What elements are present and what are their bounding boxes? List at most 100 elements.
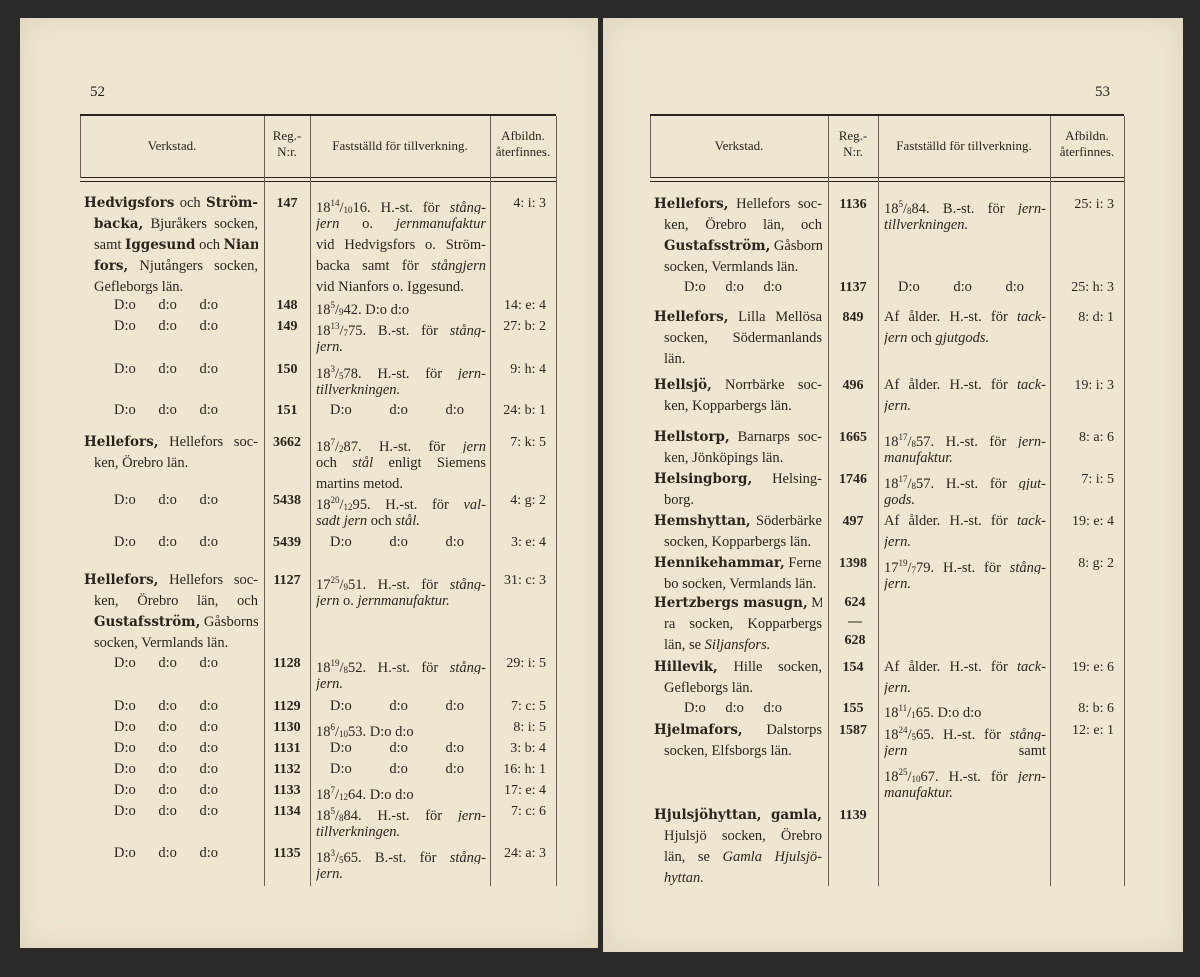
text-segment: 17 bbox=[898, 474, 908, 484]
header-label: Afbildn. bbox=[1065, 128, 1109, 143]
verkstad-cell: Hellefors, Hellefors soc-ken, Örebro län… bbox=[84, 432, 258, 474]
text-line: ra socken, Kopparbergs bbox=[654, 614, 822, 635]
text-segment: 5 bbox=[339, 371, 344, 380]
text-segment: 84. H.-st. för bbox=[343, 808, 458, 822]
text-line: Af ålder. H.-st. för tack- bbox=[884, 375, 1046, 396]
reg-number: 1139 bbox=[839, 808, 867, 823]
text-segment: socken, Elfsborgs län. bbox=[664, 743, 792, 759]
reg-number: 1130 bbox=[273, 720, 301, 735]
text-segment: / bbox=[907, 727, 912, 741]
reg-number: 1135 bbox=[273, 846, 301, 861]
reg-number: 5439 bbox=[273, 535, 301, 550]
text-segment: o. bbox=[339, 216, 396, 232]
verkstad-cell: Hjelmafors, Dalstorps socken, Elfsborgs l… bbox=[654, 720, 822, 762]
text-line: Gustafsström, Gåsborns bbox=[84, 612, 258, 633]
fastställd-cell: Af ålder. H.-st. för tack-jern. bbox=[884, 375, 1046, 417]
verkstad-cell: Hellefors, Lilla Mellösa socken, Söderman… bbox=[654, 307, 822, 370]
text-segment: / bbox=[335, 724, 340, 738]
text-line: Hjulsjö socken, Örebro bbox=[654, 826, 822, 847]
verkstad-cell: Hellefors, Hellefors soc-ken, Örebro län… bbox=[654, 194, 822, 278]
text-line: jern o. jernmanufaktur. bbox=[316, 591, 486, 612]
fastställd-cell: D:o d:o d:o bbox=[316, 532, 486, 553]
text-line: D:o d:o d:o bbox=[84, 759, 258, 780]
verkstad-cell: D:o d:o d:o bbox=[84, 490, 258, 511]
text-line: D:o d:o d:o bbox=[316, 696, 486, 717]
text-line: Hellefors, Hellefors soc- bbox=[84, 570, 258, 591]
fastställd-cell: Af ålder. H.-st. för tack-jern. bbox=[884, 511, 1046, 553]
text-line: D:o d:o d:o bbox=[84, 359, 258, 380]
text-segment: Gustafsström, bbox=[94, 614, 201, 630]
text-line: D:o d:o d:o bbox=[84, 717, 258, 738]
text-segment: Barnarps soc- bbox=[729, 429, 822, 445]
text-segment: jernmanufaktur. bbox=[357, 593, 450, 609]
header-rule bbox=[650, 177, 1124, 178]
text-segment: D:o d:o d:o bbox=[114, 761, 218, 777]
text-segment: Af ålder. H.-st. för bbox=[884, 659, 1018, 675]
text-segment: 18 bbox=[316, 787, 331, 801]
text-line: 183/578. H.-st. för jern- bbox=[316, 359, 486, 380]
text-segment: 2 bbox=[339, 444, 344, 453]
text-segment: Hellefors soc- bbox=[158, 572, 258, 588]
text-segment: o. bbox=[339, 593, 358, 609]
text-segment: jern bbox=[884, 743, 908, 759]
text-segment: / bbox=[907, 769, 912, 783]
text-segment: Hjulsjöhyttan, gamla, bbox=[654, 807, 822, 823]
afbildning-ref: 24: a: 3 bbox=[504, 846, 546, 861]
text-line: 1719/779. H.-st. för stång- bbox=[884, 553, 1046, 574]
text-segment: 18 bbox=[884, 769, 899, 783]
text-segment: län, se bbox=[664, 849, 723, 865]
text-segment: D:o d:o d:o bbox=[330, 740, 464, 756]
text-segment: 17 bbox=[898, 432, 908, 442]
text-line: sadt jern och stål. bbox=[316, 511, 486, 532]
text-line: Hellstorp, Barnarps soc- bbox=[654, 427, 822, 448]
text-segment: Gustafsström, bbox=[664, 238, 771, 254]
text-line: Hellsjö, Norrbärke soc- bbox=[654, 375, 822, 396]
afbildning-ref: 25: i: 3 bbox=[1074, 197, 1114, 212]
text-segment: D:o d:o d:o bbox=[330, 761, 464, 777]
text-segment: 19 bbox=[898, 558, 908, 568]
text-segment: borg. bbox=[664, 492, 694, 508]
text-segment: / bbox=[907, 560, 912, 574]
text-segment: 8 bbox=[343, 665, 349, 674]
afbildning-ref: 7: k: 5 bbox=[510, 435, 546, 450]
column-divider bbox=[828, 116, 829, 886]
verkstad-cell: D:o d:o d:o bbox=[84, 759, 258, 780]
header-label: N:r. bbox=[277, 144, 297, 159]
text-line: fors, Njutångers socken, bbox=[84, 256, 258, 277]
text-segment: jern. bbox=[316, 866, 343, 882]
text-segment: Njutångers socken, bbox=[128, 258, 258, 274]
text-segment: 65. B.-st. för bbox=[343, 850, 450, 864]
fastställd-cell: 1813/775. B.-st. för stång-jern. bbox=[316, 316, 486, 358]
text-line: D:o d:o d:o bbox=[316, 738, 486, 759]
text-segment: 18 bbox=[316, 724, 331, 738]
text-segment: gjut- bbox=[1018, 476, 1046, 490]
header-label: Reg.- bbox=[838, 128, 868, 143]
text-segment: manufaktur. bbox=[884, 450, 953, 466]
afbildning-ref: 19: e: 4 bbox=[1072, 514, 1114, 529]
text-line: martins metod. bbox=[316, 474, 486, 495]
text-line: 185/884. H.-st. för jern- bbox=[316, 801, 486, 822]
text-segment: D:o d:o d:o bbox=[114, 845, 218, 861]
fastställd-cell: 1819/852. H.-st. för stång-jern. bbox=[316, 653, 486, 695]
text-segment: jern- bbox=[1017, 434, 1046, 448]
text-segment: Hellefors, bbox=[654, 309, 729, 325]
header-verkstad: Verkstad. bbox=[650, 138, 828, 154]
text-segment: Norrbärke soc- bbox=[711, 377, 822, 393]
fastställd-cell: 187/1264. D:o d:o bbox=[316, 780, 486, 801]
text-line: Gefleborgs län. bbox=[84, 277, 258, 298]
text-segment: Hellefors soc- bbox=[728, 196, 822, 212]
text-line: 1814/1016. H.-st. för stång- bbox=[316, 193, 486, 214]
text-segment: socken, Vermlands län. bbox=[664, 259, 799, 275]
text-line: Helsingborg, Helsing- bbox=[654, 469, 822, 490]
text-line: borg. bbox=[654, 490, 822, 511]
text-segment: / bbox=[335, 302, 340, 316]
reg-number: 148 bbox=[276, 298, 298, 313]
text-segment: Gamla Hjulsjö- bbox=[722, 849, 822, 865]
text-segment: 18 bbox=[316, 302, 331, 316]
text-segment: 51. H.-st. för bbox=[348, 577, 450, 591]
text-segment: 7 bbox=[330, 437, 336, 447]
text-segment: Af ålder. H.-st. för bbox=[884, 513, 1018, 529]
text-segment: 67. H.-st. för bbox=[920, 769, 1018, 783]
text-line: 1819/852. H.-st. för stång- bbox=[316, 653, 486, 674]
text-segment: samt bbox=[94, 237, 126, 253]
